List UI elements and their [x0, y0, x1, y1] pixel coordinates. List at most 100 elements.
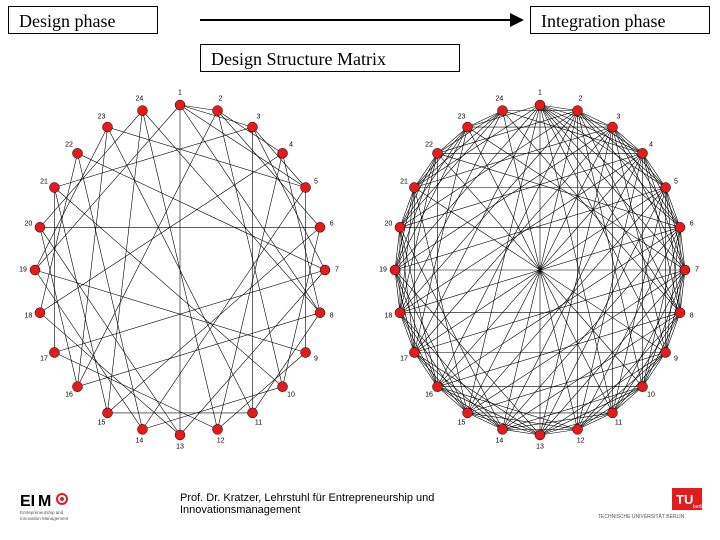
network-node [315, 222, 325, 232]
network-node [301, 183, 311, 193]
graph-left: 123456789101112131415161718192021222324 [10, 85, 350, 455]
logo-eim: EI M Entrepreneurship and Innovation Man… [20, 490, 100, 522]
network-node [395, 222, 405, 232]
svg-text:M: M [38, 493, 51, 510]
node-label: 1 [538, 90, 542, 97]
network-node [390, 265, 400, 275]
header: Design phase Integration phase Design St… [0, 0, 720, 80]
network-node [608, 408, 618, 418]
node-label: 14 [495, 437, 503, 444]
node-label: 19 [379, 267, 387, 274]
node-label: 13 [536, 444, 544, 451]
node-label: 20 [384, 221, 392, 228]
network-node [103, 122, 113, 132]
arrow-line [200, 19, 510, 21]
node-label: 2 [579, 96, 583, 103]
network-node [497, 106, 507, 116]
node-label: 3 [257, 113, 261, 120]
network-node [573, 106, 583, 116]
svg-text:Innovation Management: Innovation Management [20, 516, 69, 521]
network-node [463, 122, 473, 132]
network-node [301, 348, 311, 358]
node-label: 10 [287, 392, 295, 399]
network-node [675, 308, 685, 318]
network-node [137, 424, 147, 434]
node-label: 14 [135, 437, 143, 444]
network-node [137, 106, 147, 116]
node-label: 18 [24, 312, 32, 319]
network-node [661, 183, 671, 193]
network-node [175, 430, 185, 440]
network-node [573, 424, 583, 434]
node-label: 8 [690, 312, 694, 319]
svg-text:TECHNISCHE UNIVERSITÄT BERLIN: TECHNISCHE UNIVERSITÄT BERLIN [598, 513, 685, 520]
node-label: 4 [289, 141, 293, 148]
node-label: 15 [98, 420, 106, 427]
network-node [35, 308, 45, 318]
network-node [535, 100, 545, 110]
node-label: 9 [674, 355, 678, 362]
network-node [409, 348, 419, 358]
network-node [661, 348, 671, 358]
node-label: 18 [384, 312, 392, 319]
node-label: 24 [135, 96, 143, 103]
node-label: 16 [65, 392, 73, 399]
graphs-row: 123456789101112131415161718192021222324 … [0, 80, 720, 460]
node-label: 12 [217, 437, 225, 444]
node-label: 5 [674, 178, 678, 185]
network-node [638, 148, 648, 158]
right-phase-box: Integration phase [530, 6, 710, 34]
node-label: 5 [314, 178, 318, 185]
svg-text:TU: TU [676, 492, 693, 507]
node-label: 6 [330, 221, 334, 228]
network-node [608, 122, 618, 132]
node-label: 21 [400, 178, 408, 185]
network-node [432, 382, 442, 392]
node-label: 16 [425, 392, 433, 399]
logo-tu-berlin: TU berlin TECHNISCHE UNIVERSITÄT BERLIN [598, 486, 708, 522]
network-node [680, 265, 690, 275]
center-box: Design Structure Matrix [200, 44, 460, 72]
network-node [30, 265, 40, 275]
node-label: 12 [577, 437, 585, 444]
node-label: 23 [98, 113, 106, 120]
node-label: 7 [335, 267, 339, 274]
svg-text:EI: EI [20, 493, 35, 510]
node-label: 17 [400, 355, 408, 362]
network-node [320, 265, 330, 275]
network-node [278, 382, 288, 392]
network-node [432, 148, 442, 158]
network-node [49, 183, 59, 193]
network-node [315, 308, 325, 318]
node-label: 21 [40, 178, 48, 185]
network-node [248, 408, 258, 418]
node-label: 1 [178, 90, 182, 97]
node-label: 20 [24, 221, 32, 228]
left-phase-box: Design phase [8, 6, 158, 34]
node-label: 17 [40, 355, 48, 362]
svg-text:Entrepreneurship and: Entrepreneurship and [20, 510, 64, 515]
node-label: 11 [615, 420, 622, 427]
node-label: 7 [695, 267, 699, 274]
network-node [535, 430, 545, 440]
network-node [638, 382, 648, 392]
node-label: 2 [219, 96, 223, 103]
network-node [35, 222, 45, 232]
node-label: 24 [495, 96, 503, 103]
network-node [497, 424, 507, 434]
node-label: 4 [649, 141, 653, 148]
network-node [49, 348, 59, 358]
network-node [395, 308, 405, 318]
node-label: 8 [330, 312, 334, 319]
node-label: 22 [425, 141, 433, 148]
network-node [278, 148, 288, 158]
node-label: 13 [176, 444, 184, 451]
network-node [72, 148, 82, 158]
network-node [248, 122, 258, 132]
network-node [463, 408, 473, 418]
node-label: 9 [314, 355, 318, 362]
network-node [213, 424, 223, 434]
footer-text: Prof. Dr. Kratzer, Lehrstuhl für Entrepr… [180, 492, 540, 516]
network-node [213, 106, 223, 116]
graph-right: 123456789101112131415161718192021222324 [370, 85, 710, 455]
